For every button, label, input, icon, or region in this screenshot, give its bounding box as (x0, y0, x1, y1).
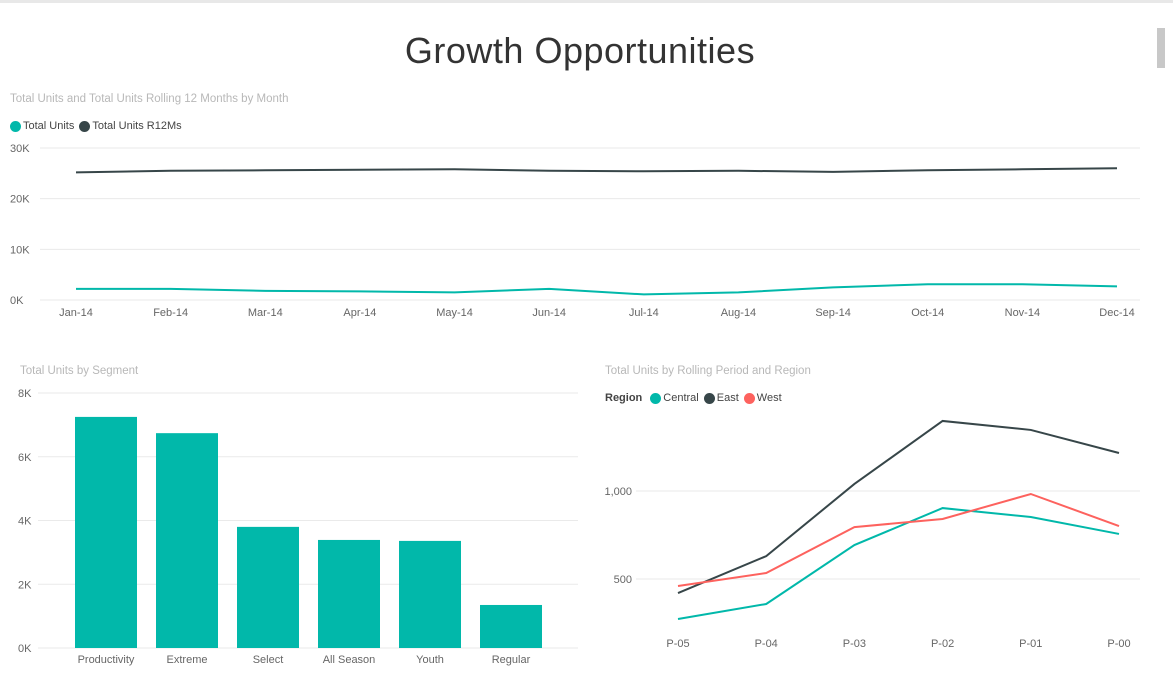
scrollbar-thumb[interactable] (1157, 28, 1165, 68)
x-tick-label: P-01 (1019, 638, 1042, 650)
legend-item-total-units[interactable]: Total Units (10, 120, 74, 132)
x-tick-label: Jul-14 (629, 307, 659, 319)
legend-dot-icon (703, 392, 715, 404)
legend-dot-icon (79, 120, 91, 132)
x-tick-label: P-00 (1107, 638, 1130, 650)
series-line-west (677, 492, 1120, 588)
y-tick-label: 8K (18, 388, 32, 400)
y-tick-label: 6K (18, 452, 32, 464)
y-tick-label: 4K (18, 516, 32, 528)
x-tick-label: Productivity (78, 654, 135, 666)
y-tick-label: 30K (10, 143, 30, 155)
bar-all-season (318, 539, 380, 648)
y-tick-label: 500 (614, 574, 632, 586)
x-tick-label: May-14 (436, 307, 473, 319)
legend-title: Region (605, 392, 643, 404)
legend-label: East (716, 392, 739, 404)
x-tick-label: P-02 (931, 638, 954, 650)
bar-productivity (75, 416, 137, 648)
series-line-total-units (76, 283, 1118, 296)
x-tick-label: Select (253, 654, 284, 666)
x-tick-label: P-04 (755, 638, 778, 650)
x-tick-label: Youth (416, 654, 444, 666)
legend-label: West (756, 392, 782, 404)
legend-dot-icon (650, 392, 662, 404)
bar-regular (480, 604, 542, 648)
x-tick-label: P-03 (843, 638, 866, 650)
page-title: Growth Opportunities (404, 30, 756, 71)
x-tick-label: All Season (323, 654, 376, 666)
y-tick-label: 0K (18, 643, 32, 655)
y-tick-label: 10K (10, 244, 30, 256)
bar-extreme (156, 433, 218, 648)
legend-item-central[interactable]: Central (650, 392, 699, 404)
x-tick-label: Jun-14 (532, 307, 566, 319)
x-tick-label: Mar-14 (248, 307, 283, 319)
x-tick-label: Sep-14 (815, 307, 850, 319)
legend-dot-icon (743, 392, 755, 404)
bar-youth (399, 540, 461, 648)
scrollbar[interactable] (1159, 3, 1173, 697)
bar-select (237, 526, 299, 648)
legend-item-east[interactable]: East (703, 392, 739, 404)
legend-label: Central (663, 392, 699, 404)
chart1-legend: Total Units Total Units R12Ms (10, 120, 187, 132)
y-tick-label: 0K (10, 295, 24, 307)
legend-item-west[interactable]: West (743, 392, 782, 404)
chart3-title: Total Units by Rolling Period and Region (605, 365, 811, 377)
legend-label: Total Units (23, 120, 75, 132)
x-tick-label: Nov-14 (1005, 307, 1040, 319)
legend-item-total-units-r12[interactable]: Total Units R12Ms (79, 120, 182, 132)
top-border (0, 0, 1173, 3)
series-line-total-units-r12ms (75, 167, 1118, 174)
legend-dot-icon (10, 120, 21, 132)
x-tick-label: Oct-14 (911, 307, 944, 319)
series-line-east (677, 419, 1120, 595)
series-line-central (677, 507, 1120, 620)
legend-label: Total Units R12Ms (92, 120, 182, 132)
x-tick-label: Extreme (167, 654, 208, 666)
x-tick-label: P-05 (666, 638, 689, 650)
y-tick-label: 2K (18, 579, 32, 591)
x-tick-label: Jan-14 (59, 307, 93, 319)
chart3-legend: Region Central East West (605, 392, 787, 404)
y-tick-label: 20K (10, 194, 30, 206)
y-tick-label: 1,000 (604, 486, 632, 498)
x-tick-label: Feb-14 (153, 307, 188, 319)
x-tick-label: Apr-14 (343, 307, 376, 319)
chart1-title: Total Units and Total Units Rolling 12 M… (10, 93, 289, 105)
chart2-title: Total Units by Segment (20, 365, 139, 377)
x-tick-label: Regular (492, 654, 531, 666)
x-tick-label: Aug-14 (721, 307, 756, 319)
x-tick-label: Dec-14 (1099, 307, 1134, 319)
